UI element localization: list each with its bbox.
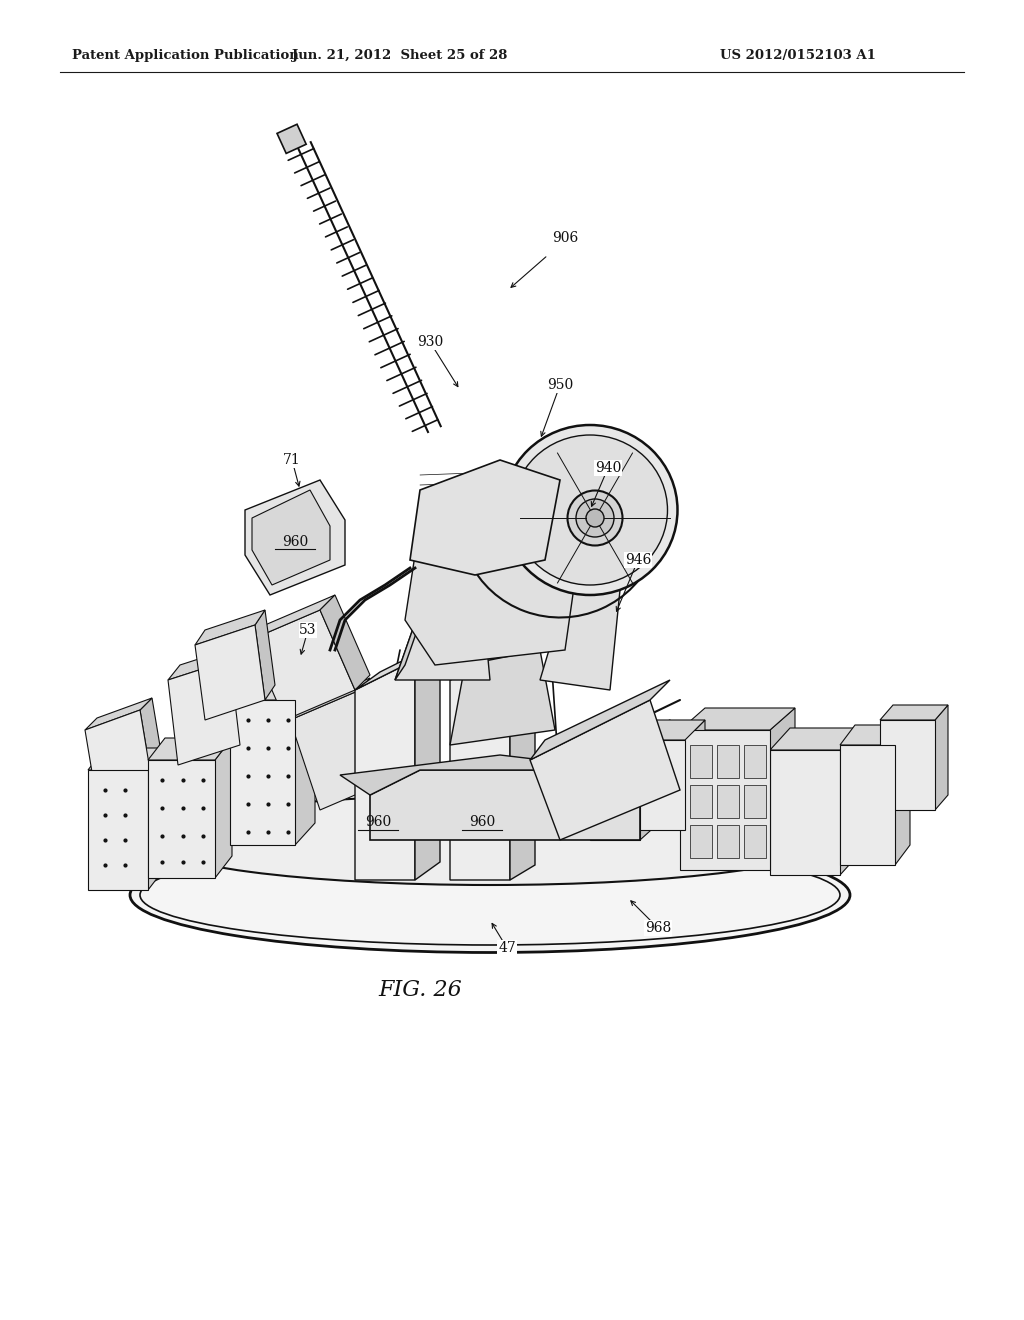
Polygon shape bbox=[88, 770, 148, 890]
Polygon shape bbox=[895, 725, 910, 865]
Polygon shape bbox=[148, 760, 215, 878]
Polygon shape bbox=[215, 738, 232, 878]
Polygon shape bbox=[140, 698, 167, 800]
Polygon shape bbox=[85, 710, 155, 820]
Polygon shape bbox=[450, 645, 535, 680]
Text: 940: 940 bbox=[595, 461, 622, 475]
Polygon shape bbox=[770, 729, 860, 750]
Polygon shape bbox=[250, 610, 355, 719]
Polygon shape bbox=[85, 698, 152, 730]
Polygon shape bbox=[840, 725, 910, 744]
Polygon shape bbox=[744, 744, 766, 777]
Text: 47: 47 bbox=[498, 941, 516, 954]
Text: 960: 960 bbox=[365, 814, 391, 829]
Polygon shape bbox=[230, 700, 295, 845]
Polygon shape bbox=[510, 645, 535, 880]
Polygon shape bbox=[540, 579, 620, 690]
Polygon shape bbox=[717, 785, 739, 818]
Polygon shape bbox=[680, 730, 770, 870]
Polygon shape bbox=[355, 642, 440, 690]
Text: Patent Application Publication: Patent Application Publication bbox=[72, 49, 299, 62]
Polygon shape bbox=[450, 660, 510, 880]
Ellipse shape bbox=[575, 499, 614, 537]
Polygon shape bbox=[450, 649, 555, 744]
Polygon shape bbox=[255, 610, 275, 700]
Ellipse shape bbox=[512, 436, 668, 585]
Polygon shape bbox=[230, 678, 315, 700]
Polygon shape bbox=[148, 748, 165, 890]
Ellipse shape bbox=[503, 425, 678, 595]
Text: Jun. 21, 2012  Sheet 25 of 28: Jun. 21, 2012 Sheet 25 of 28 bbox=[292, 49, 508, 62]
Polygon shape bbox=[744, 825, 766, 858]
Polygon shape bbox=[168, 645, 242, 680]
Polygon shape bbox=[355, 660, 415, 880]
Polygon shape bbox=[880, 705, 948, 719]
Ellipse shape bbox=[586, 510, 604, 527]
Polygon shape bbox=[195, 624, 265, 719]
Text: 950: 950 bbox=[547, 378, 573, 392]
Polygon shape bbox=[630, 741, 685, 830]
Polygon shape bbox=[88, 748, 165, 770]
Text: US 2012/0152103 A1: US 2012/0152103 A1 bbox=[720, 49, 876, 62]
Text: 906: 906 bbox=[552, 231, 579, 246]
Polygon shape bbox=[680, 708, 795, 730]
Polygon shape bbox=[252, 490, 330, 585]
Polygon shape bbox=[744, 785, 766, 818]
Polygon shape bbox=[717, 825, 739, 858]
Text: FIG. 26: FIG. 26 bbox=[378, 979, 462, 1001]
Polygon shape bbox=[230, 645, 252, 744]
Polygon shape bbox=[168, 660, 240, 766]
Polygon shape bbox=[685, 719, 705, 830]
Polygon shape bbox=[935, 705, 948, 810]
Polygon shape bbox=[840, 744, 895, 865]
Text: 960: 960 bbox=[469, 814, 496, 829]
Polygon shape bbox=[770, 708, 795, 870]
Polygon shape bbox=[717, 744, 739, 777]
Text: 960: 960 bbox=[282, 535, 308, 549]
Polygon shape bbox=[415, 642, 440, 880]
Polygon shape bbox=[880, 719, 935, 810]
Polygon shape bbox=[340, 755, 670, 795]
Text: 946: 946 bbox=[625, 553, 651, 568]
Polygon shape bbox=[530, 700, 680, 840]
Polygon shape bbox=[250, 595, 335, 640]
Polygon shape bbox=[690, 785, 712, 818]
Polygon shape bbox=[590, 733, 660, 750]
Text: 930: 930 bbox=[417, 335, 443, 348]
Polygon shape bbox=[840, 729, 860, 875]
Polygon shape bbox=[290, 678, 370, 719]
Polygon shape bbox=[395, 576, 490, 680]
Polygon shape bbox=[395, 565, 440, 680]
Ellipse shape bbox=[130, 837, 850, 953]
Text: 71: 71 bbox=[283, 453, 301, 467]
Polygon shape bbox=[590, 750, 640, 840]
Ellipse shape bbox=[140, 845, 840, 945]
Polygon shape bbox=[148, 738, 232, 760]
Polygon shape bbox=[278, 124, 306, 153]
Polygon shape bbox=[770, 750, 840, 875]
Polygon shape bbox=[530, 680, 670, 760]
Ellipse shape bbox=[150, 795, 830, 884]
Polygon shape bbox=[319, 595, 370, 690]
Polygon shape bbox=[410, 459, 560, 576]
Text: 53: 53 bbox=[299, 623, 316, 638]
Polygon shape bbox=[690, 744, 712, 777]
Polygon shape bbox=[195, 610, 265, 645]
Polygon shape bbox=[295, 678, 315, 845]
Polygon shape bbox=[630, 719, 705, 741]
Polygon shape bbox=[690, 825, 712, 858]
Polygon shape bbox=[640, 733, 660, 840]
Polygon shape bbox=[245, 480, 345, 595]
Polygon shape bbox=[290, 690, 390, 810]
Text: 968: 968 bbox=[645, 921, 671, 935]
Polygon shape bbox=[370, 770, 640, 840]
Polygon shape bbox=[406, 535, 575, 665]
Ellipse shape bbox=[567, 491, 623, 545]
